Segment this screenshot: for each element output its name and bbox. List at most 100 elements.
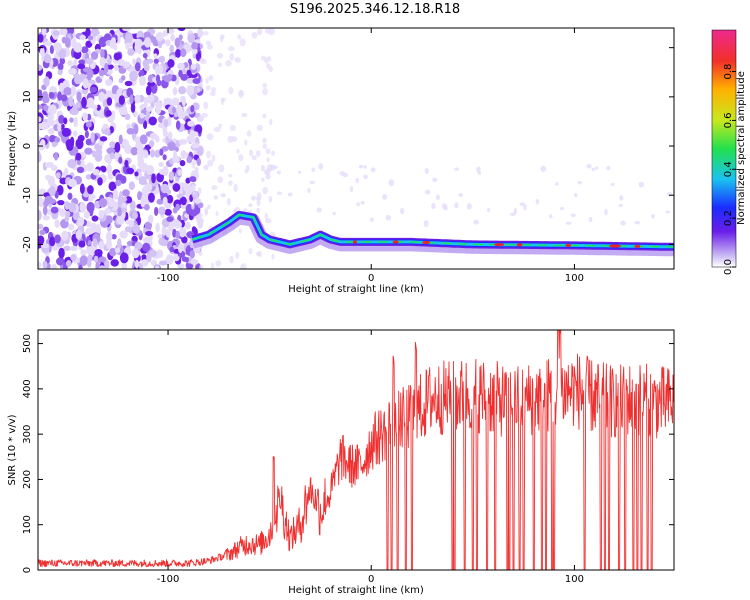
spectrogram-ytick-label: 10 (22, 90, 33, 103)
noise-blob (166, 254, 174, 265)
noise-blob (209, 91, 216, 97)
noise-speck (382, 194, 388, 200)
noise-speck (548, 214, 553, 219)
noise-blob (121, 261, 128, 269)
noise-blob (199, 264, 204, 269)
noise-blob (167, 141, 176, 151)
tremor-peak (352, 240, 357, 244)
noise-blob (113, 64, 119, 71)
colorbar-tick-label: 0.8 (723, 64, 734, 80)
noise-blob (63, 117, 68, 125)
noise-blob (59, 57, 66, 65)
spectrogram-ytick-label: -20 (22, 236, 33, 252)
noise-blob (53, 42, 62, 51)
noise-blob (49, 236, 56, 247)
noise-blob (58, 28, 68, 36)
noise-blob (138, 179, 148, 186)
noise-blob (130, 102, 136, 113)
noise-blob (257, 250, 262, 258)
noise-blob (85, 28, 91, 38)
noise-speck (523, 204, 527, 211)
tremor-peak (609, 244, 622, 248)
noise-blob (177, 109, 184, 116)
noise-blob (205, 77, 209, 84)
noise-speck (509, 212, 516, 216)
noise-blob (98, 198, 108, 208)
noise-blob (38, 64, 43, 71)
noise-blob (256, 28, 263, 36)
noise-speck (385, 214, 392, 221)
noise-speck (248, 203, 253, 208)
noise-blob (167, 73, 173, 80)
noise-blob (191, 142, 200, 149)
noise-blob (87, 35, 94, 41)
noise-blob (59, 82, 64, 93)
noise-blob (125, 42, 131, 50)
noise-blob (197, 28, 204, 38)
noise-blob (199, 221, 204, 229)
noise-blob (82, 112, 88, 122)
noise-blob (42, 104, 49, 112)
noise-blob (71, 85, 77, 96)
snr-ytick-label: 0 (22, 567, 33, 573)
noise-blob (61, 230, 69, 241)
noise-blob (155, 135, 160, 143)
noise-blob (233, 183, 238, 192)
noise-speck (342, 172, 349, 178)
noise-blob (58, 247, 65, 259)
noise-blob (218, 164, 225, 173)
noise-blob (118, 190, 123, 202)
noise-blob (111, 233, 117, 240)
tremor-peak (494, 243, 505, 247)
noise-blob (202, 31, 209, 36)
noise-blob (186, 69, 192, 77)
noise-speck (573, 192, 578, 198)
noise-blob (77, 134, 85, 142)
noise-blob (98, 36, 108, 48)
noise-speck (255, 196, 262, 201)
noise-blob (111, 93, 118, 100)
noise-blob (71, 37, 77, 49)
tremor-peak (565, 243, 572, 247)
noise-blob (85, 174, 92, 180)
noise-blob (177, 169, 183, 176)
noise-speck (560, 206, 564, 211)
noise-blob (157, 233, 163, 240)
noise-blob (47, 113, 55, 121)
noise-blob (147, 192, 155, 203)
noise-blob (168, 171, 175, 181)
noise-blob (162, 130, 169, 138)
colorbar-label: Normalized spectral amplitude (736, 71, 747, 225)
noise-blob (108, 181, 117, 192)
noise-blob (189, 176, 197, 182)
noise-blob (179, 160, 186, 167)
noise-blob (72, 130, 78, 137)
noise-speck (586, 163, 592, 169)
noise-blob (190, 105, 195, 113)
noise-blob (215, 211, 219, 216)
noise-blob (137, 216, 142, 226)
noise-blob (126, 167, 135, 175)
noise-blob (106, 164, 113, 175)
noise-blob (174, 37, 181, 48)
spectrogram-xtick-label: 100 (565, 273, 584, 284)
noise-blob (75, 229, 82, 241)
noise-blob (162, 30, 169, 37)
noise-blob (109, 39, 116, 49)
noise-blob (158, 237, 166, 246)
noise-blob (84, 147, 93, 155)
noise-blob (155, 31, 164, 42)
tremor-peak (422, 240, 431, 245)
noise-blob (158, 206, 166, 215)
noise-blob (172, 183, 181, 192)
noise-blob (65, 138, 75, 149)
noise-blob (134, 259, 140, 269)
noise-blob (155, 74, 161, 83)
noise-blob (198, 213, 204, 218)
noise-blob (105, 78, 113, 87)
noise-blob (105, 110, 112, 117)
noise-blob (147, 81, 156, 87)
noise-blob (61, 127, 71, 137)
noise-blob (201, 113, 208, 118)
